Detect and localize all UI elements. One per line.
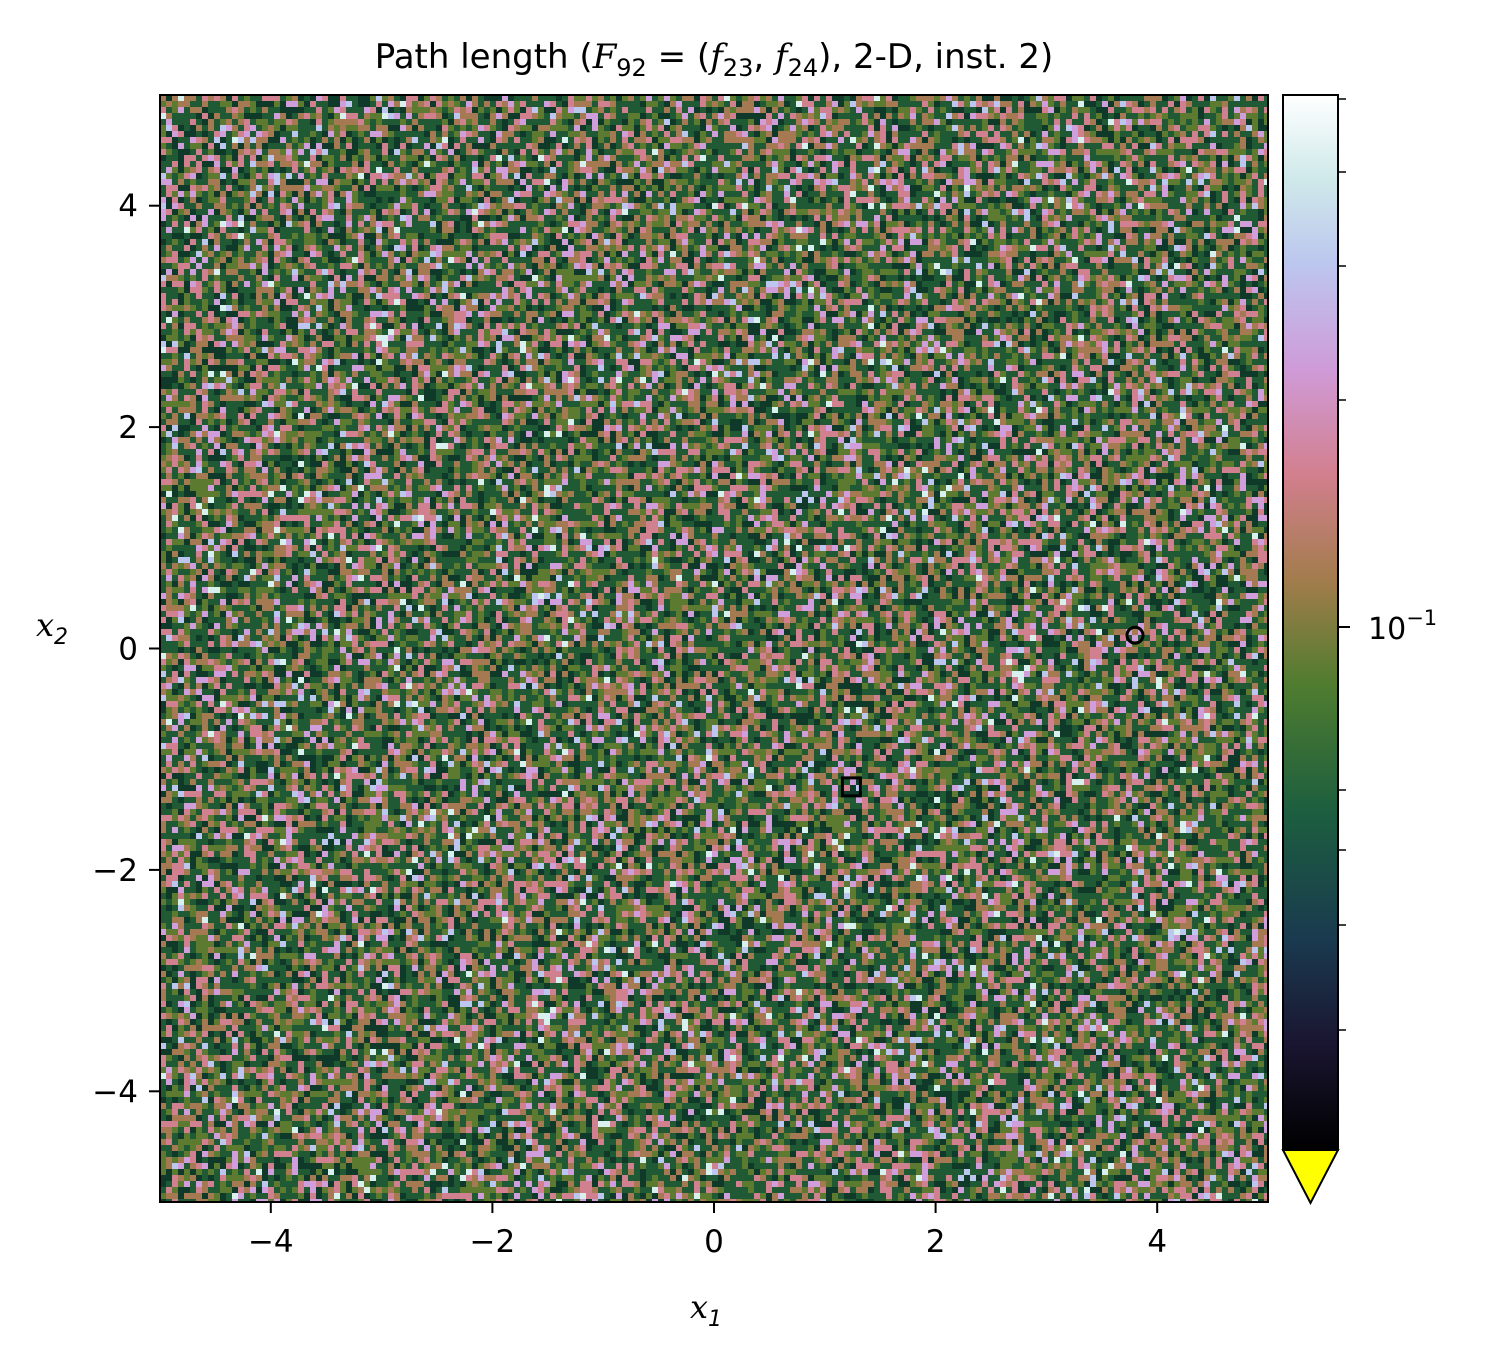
- x-tick-label: −4: [248, 1224, 294, 1260]
- y-tick-label: 4: [118, 189, 138, 225]
- square-marker: [840, 776, 862, 798]
- optimum-markers: [840, 625, 1145, 798]
- heatmap-cells: [160, 95, 1268, 1202]
- x-axis-label-var: x: [690, 1288, 708, 1326]
- colorbar-minor-ticks: [1338, 98, 1346, 1031]
- x-tick-label: 4: [1147, 1224, 1167, 1260]
- colorbar-tick-label: 10−1: [1368, 606, 1437, 647]
- y-axis: −4 −2 0 2 4: [92, 189, 160, 1110]
- colorbar-under-triangle: [1281, 1149, 1340, 1206]
- title-f2-sub: 24: [788, 54, 819, 82]
- circle-marker: [1125, 625, 1145, 645]
- colorbar-tick-base: 10: [1368, 612, 1406, 647]
- title-F: F: [592, 37, 618, 77]
- y-axis-label-var: x: [36, 606, 54, 644]
- colorbar-tick-exponent: −1: [1406, 606, 1437, 630]
- title-comma: ,: [753, 37, 775, 77]
- x-tick-label: 2: [926, 1224, 946, 1260]
- y-tick-label: 0: [118, 632, 138, 668]
- y-axis-label: x2: [36, 606, 68, 650]
- colorbar-frame: [1282, 94, 1339, 1151]
- x-axis-label-sub: 1: [708, 1307, 722, 1332]
- y-tick-label: −2: [92, 853, 138, 889]
- colorbar: 10−1: [1281, 94, 1437, 1206]
- y-tick-label: −4: [92, 1074, 138, 1110]
- y-axis-label-sub: 2: [54, 625, 68, 650]
- x-tick-label: 0: [704, 1224, 724, 1260]
- title-suffix: ), 2-D, inst. 2): [818, 37, 1053, 77]
- y-tick-label: 2: [118, 410, 138, 446]
- chart-title: Path length (F92 = (f23, f24), 2-D, inst…: [375, 37, 1054, 82]
- x-axis-label: x1: [690, 1288, 722, 1332]
- title-prefix: Path length (: [375, 37, 593, 77]
- x-axis: −4 −2 0 2 4: [248, 1202, 1167, 1260]
- title-F-sub: 92: [616, 54, 647, 82]
- x-tick-label: −2: [470, 1224, 516, 1260]
- colorbar-gradient: [1283, 95, 1338, 1150]
- title-f1-sub: 23: [723, 54, 754, 82]
- title-eq: = (: [647, 37, 710, 77]
